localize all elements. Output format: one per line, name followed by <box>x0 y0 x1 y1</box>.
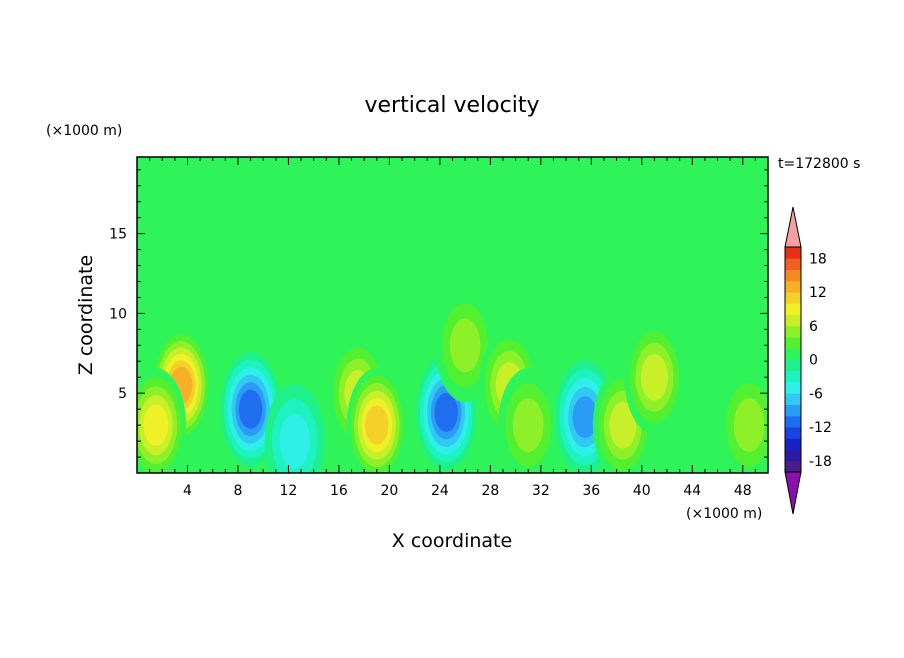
colorbar-segment <box>785 393 801 405</box>
x-unit-label: (×1000 m) <box>686 506 762 522</box>
heatmap-field <box>137 157 768 473</box>
colorbar-tick-label: -12 <box>809 420 832 436</box>
colorbar-frame <box>784 246 802 473</box>
x-tick-label: 8 <box>233 483 242 499</box>
colorbar-segment <box>785 337 801 349</box>
colorbar-tick-label: 6 <box>809 319 818 335</box>
colorbar-over-triangle <box>784 206 802 248</box>
colorbar-segment <box>785 258 801 270</box>
colorbar-tick-label: 18 <box>809 251 827 267</box>
x-tick-label: 32 <box>532 483 550 499</box>
heatmap-feature <box>719 368 768 473</box>
colorbar-segment <box>785 303 801 315</box>
y-tick-label: 5 <box>118 386 127 402</box>
x-tick-label: 36 <box>582 483 600 499</box>
x-tick-label: 12 <box>280 483 298 499</box>
x-tick-label: 44 <box>683 483 701 499</box>
colorbar-segment <box>785 247 801 259</box>
colorbar-segment <box>785 460 801 473</box>
colorbar-segment <box>785 280 801 293</box>
colorbar-under-triangle <box>784 471 802 515</box>
y-tick-label: 10 <box>109 306 127 322</box>
colorbar-segment <box>785 427 801 439</box>
x-tick-label: 16 <box>330 483 348 499</box>
colorbar-segment <box>785 269 801 282</box>
x-tick-label: 48 <box>734 483 752 499</box>
colorbar-segment <box>785 348 801 360</box>
x-tick-label: 24 <box>431 483 449 499</box>
colorbar-segment <box>785 370 801 383</box>
x-tick-label: 40 <box>633 483 651 499</box>
colorbar-segment <box>785 404 801 417</box>
colorbar-segment <box>785 438 801 450</box>
colorbar-tick-label: -6 <box>809 386 823 402</box>
x-tick-label: 4 <box>183 483 192 499</box>
colorbar-segment <box>785 415 801 428</box>
colorbar-segment <box>785 292 801 304</box>
colorbar-tick-label: 12 <box>809 285 827 301</box>
colorbar-segment <box>785 314 801 327</box>
x-tick-label: 28 <box>481 483 499 499</box>
colorbar-segment <box>785 449 801 462</box>
colorbar-segment <box>785 359 801 372</box>
heatmap-feature <box>137 368 186 473</box>
chart-title: vertical velocity <box>364 93 539 118</box>
heatmap-feature <box>346 368 407 473</box>
heatmap-feature <box>498 368 559 473</box>
x-axis-label: X coordinate <box>392 530 512 552</box>
heatmap-feature <box>624 320 685 435</box>
colorbar-tick-label: -18 <box>809 454 832 470</box>
y-tick-label: 15 <box>109 227 127 243</box>
heatmap-feature <box>264 384 325 473</box>
colorbar-segment <box>785 325 801 338</box>
time-label: t=172800 s <box>778 156 860 172</box>
colorbar-segment <box>785 382 801 394</box>
y-axis-label: Z coordinate <box>75 255 97 375</box>
colorbar-tick-label: 0 <box>809 353 818 369</box>
y-unit-label: (×1000 m) <box>46 123 122 139</box>
x-tick-label: 20 <box>380 483 398 499</box>
